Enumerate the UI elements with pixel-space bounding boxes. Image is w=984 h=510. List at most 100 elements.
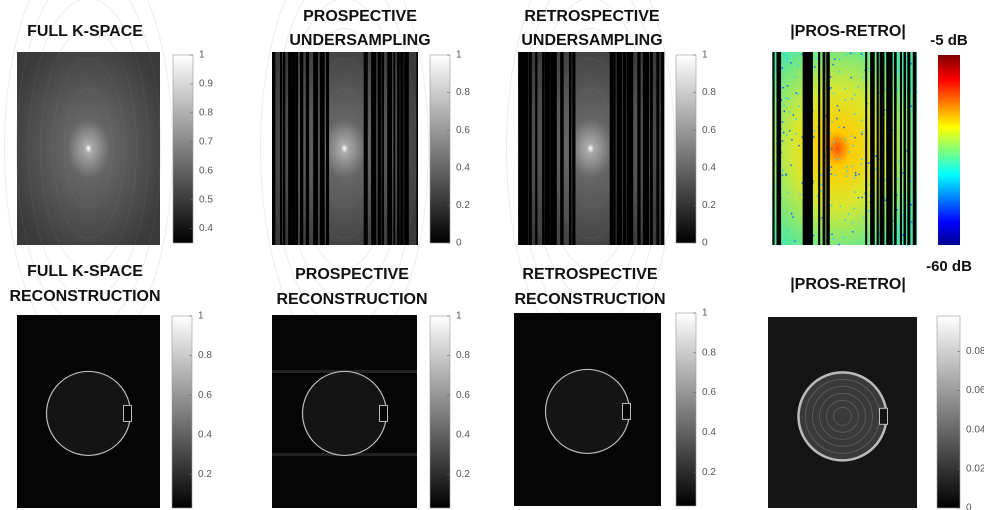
speckle [775, 186, 777, 188]
panel-title: PROSPECTIVE [295, 266, 409, 283]
speckle [911, 230, 913, 232]
mask-line [523, 52, 524, 245]
speckle [789, 111, 791, 113]
speckle [861, 197, 863, 199]
tick-label: 0.6 [199, 165, 213, 176]
speckle [831, 173, 833, 175]
tick-label: 0.2 [456, 469, 470, 480]
mask-line [547, 52, 550, 245]
speckle [897, 229, 899, 231]
speckle [794, 76, 796, 78]
speckle [911, 221, 913, 223]
image [772, 52, 918, 246]
mask-line [818, 52, 820, 245]
speckle [792, 216, 794, 218]
speckle [851, 135, 853, 137]
speckle [854, 113, 856, 115]
speckle [861, 131, 863, 133]
tick-label: 0.2 [198, 469, 212, 480]
mask-line [877, 52, 879, 245]
mask-line [569, 52, 572, 245]
speckle [854, 177, 856, 179]
mask-line [280, 52, 282, 245]
speckle [911, 226, 913, 228]
speckle [801, 182, 803, 184]
mask-line [827, 52, 830, 245]
speckle [868, 162, 870, 164]
speckle [786, 97, 788, 99]
tick-label: 1 [456, 50, 462, 61]
speckle [790, 165, 792, 167]
tick-label: 0 [456, 238, 462, 249]
image [768, 317, 917, 508]
mask-line [809, 52, 811, 245]
mask-line [300, 52, 303, 245]
tick-label: 0 [966, 503, 972, 510]
speckle [832, 238, 834, 240]
tick-label: 0.5 [199, 194, 213, 205]
speckle [831, 166, 833, 168]
mask-line [406, 52, 408, 245]
mask-line [535, 52, 537, 245]
tick-label: 0.04 [966, 424, 984, 435]
speckle [846, 176, 848, 178]
speckle [898, 161, 900, 163]
mask-line [313, 52, 315, 245]
speckle [868, 210, 870, 212]
colorbar [173, 55, 193, 243]
speckle [787, 57, 789, 59]
speckle [820, 174, 822, 176]
speckle [831, 121, 833, 123]
speckle [875, 168, 877, 170]
speckle [854, 208, 856, 210]
tick-label: 0.08 [966, 346, 984, 357]
image [272, 315, 417, 508]
speckle [910, 63, 912, 65]
panel-title: UNDERSAMPLING [521, 32, 662, 49]
speckle [854, 137, 856, 139]
image-bg [518, 52, 663, 245]
speckle [911, 204, 913, 206]
mask-line [306, 52, 309, 245]
colorbar [937, 316, 960, 508]
speckle [868, 68, 870, 70]
mask-line [397, 52, 400, 245]
speckle [786, 134, 788, 136]
mask-line [871, 52, 874, 245]
speckle [788, 98, 790, 100]
notch [623, 403, 631, 419]
mask-line [382, 52, 384, 245]
speckle [861, 134, 863, 136]
mask-line [292, 52, 295, 245]
tick-label: 0.9 [199, 79, 213, 90]
speckle [814, 66, 816, 68]
speckle [817, 196, 819, 198]
panel-title: RECONSTRUCTION [514, 291, 665, 308]
speckle [814, 57, 816, 59]
speckle [784, 111, 786, 113]
speckle [863, 55, 865, 57]
speckle [860, 164, 862, 166]
tick-label: 0.6 [456, 125, 470, 136]
speckle [861, 53, 863, 55]
image [17, 315, 160, 508]
speckle [833, 93, 835, 95]
tick-label: 0.02 [966, 463, 984, 474]
speckle [884, 180, 886, 182]
mask-line [894, 52, 897, 245]
speckle [782, 175, 784, 177]
phantom [47, 371, 131, 455]
panel-title: |PROS-RETRO| [790, 23, 906, 40]
tick-label: 0.6 [198, 390, 212, 401]
speckle [791, 139, 793, 141]
mask-line [542, 52, 545, 245]
mask-line [378, 52, 381, 245]
tick-label: 0.6 [702, 125, 716, 136]
speckle [821, 184, 823, 186]
speckle [875, 155, 877, 157]
notch [380, 405, 388, 421]
speckle [791, 213, 793, 215]
tick-label: 0.2 [702, 200, 716, 211]
speckle [788, 192, 790, 194]
mask-line [657, 52, 658, 245]
